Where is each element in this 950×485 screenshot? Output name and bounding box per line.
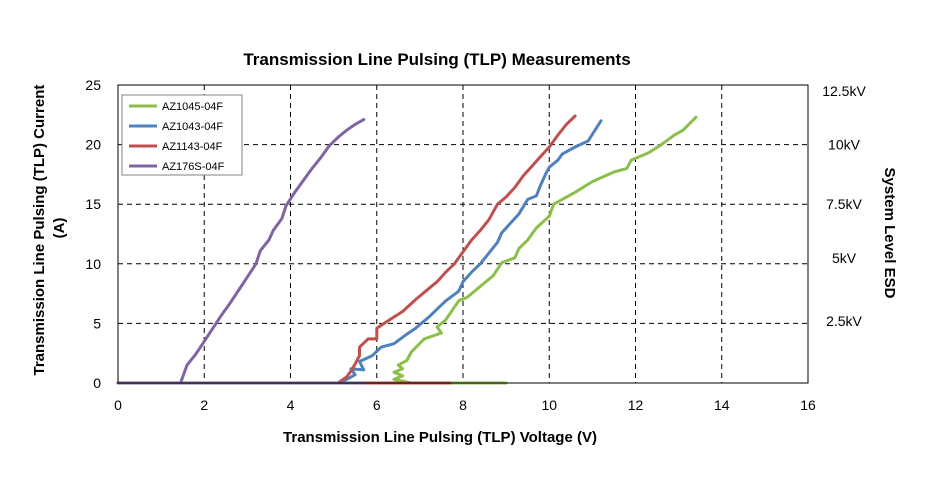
x-tick-label: 12	[628, 397, 644, 413]
series-line-az176s-04f	[116, 118, 366, 385]
y-tick-label: 25	[85, 77, 101, 93]
y-tick-label: 15	[85, 196, 101, 212]
y2-label: 5kV	[832, 250, 857, 266]
x-tick-labels: 0 2 4 6 8 10 12 14 16	[114, 397, 816, 413]
y2-labels: 12.5kV 10kV 7.5kV 5kV 2.5kV	[822, 83, 866, 329]
y2-label: 12.5kV	[822, 83, 866, 99]
chart-title: Transmission Line Pulsing (TLP) Measurem…	[243, 50, 630, 69]
x-tick-label: 6	[373, 397, 381, 413]
y-tick-label: 10	[85, 256, 101, 272]
y-tick-label: 5	[93, 315, 101, 331]
x-tick-label: 2	[200, 397, 208, 413]
legend-label: AZ1143-04F	[162, 141, 223, 153]
legend-box	[121, 94, 243, 176]
y2-axis-title: System Level ESD	[881, 168, 898, 299]
series-line-az1043-04f	[116, 119, 603, 385]
y-axis-title-line2: (A)	[51, 218, 68, 239]
y-tick-label: 0	[93, 375, 101, 391]
series-group	[116, 114, 698, 385]
x-tick-label: 0	[114, 397, 122, 413]
y2-label: 2.5kV	[826, 313, 862, 329]
legend-label: AZ1043-04F	[162, 121, 223, 133]
x-axis-title: Transmission Line Pulsing (TLP) Voltage …	[283, 429, 597, 446]
y-axis-title-line1: Transmission Line Pulsing (TLP) Current	[31, 85, 48, 376]
legend: AZ1045-04F AZ1043-04F AZ1143-04F AZ176S-04F	[121, 94, 243, 176]
x-tick-label: 4	[287, 397, 295, 413]
legend-label: AZ176S-04F	[162, 161, 225, 173]
series-line-az1143-04f	[116, 114, 577, 385]
gridlines	[118, 85, 808, 383]
y2-label: 7.5kV	[826, 196, 862, 212]
y-axis-title: Transmission Line Pulsing (TLP) Current …	[31, 80, 68, 375]
legend-label: AZ1045-04F	[162, 101, 223, 113]
x-tick-label: 14	[714, 397, 730, 413]
x-tick-label: 10	[541, 397, 557, 413]
x-tick-label: 16	[800, 397, 816, 413]
plot-area-border	[117, 84, 809, 384]
y-tick-label: 20	[85, 137, 101, 153]
y-tick-labels: 0 5 10 15 20 25	[85, 77, 101, 391]
series-line-az1045-04f	[116, 115, 698, 385]
y2-label: 10kV	[828, 137, 861, 153]
x-tick-label: 8	[459, 397, 467, 413]
